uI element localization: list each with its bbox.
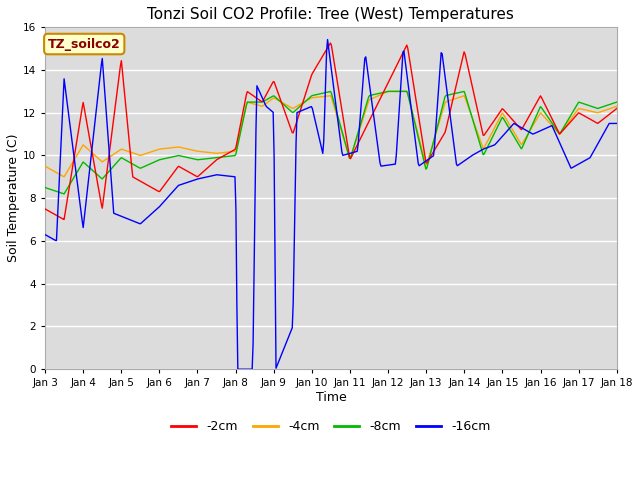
Y-axis label: Soil Temperature (C): Soil Temperature (C): [7, 134, 20, 263]
Text: TZ_soilco2: TZ_soilco2: [48, 37, 120, 50]
Legend: -2cm, -4cm, -8cm, -16cm: -2cm, -4cm, -8cm, -16cm: [166, 415, 495, 438]
Title: Tonzi Soil CO2 Profile: Tree (West) Temperatures: Tonzi Soil CO2 Profile: Tree (West) Temp…: [147, 7, 515, 22]
X-axis label: Time: Time: [316, 391, 346, 404]
